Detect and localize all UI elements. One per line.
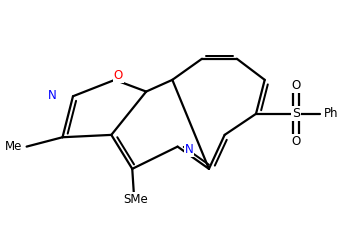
Text: SMe: SMe — [123, 193, 148, 206]
Text: Ph: Ph — [324, 107, 338, 120]
Text: S: S — [292, 107, 300, 120]
Text: N: N — [185, 143, 193, 156]
Text: O: O — [114, 69, 123, 82]
Text: N: N — [48, 89, 56, 102]
Text: O: O — [291, 79, 301, 92]
Text: O: O — [291, 135, 301, 148]
Text: Me: Me — [5, 140, 22, 153]
